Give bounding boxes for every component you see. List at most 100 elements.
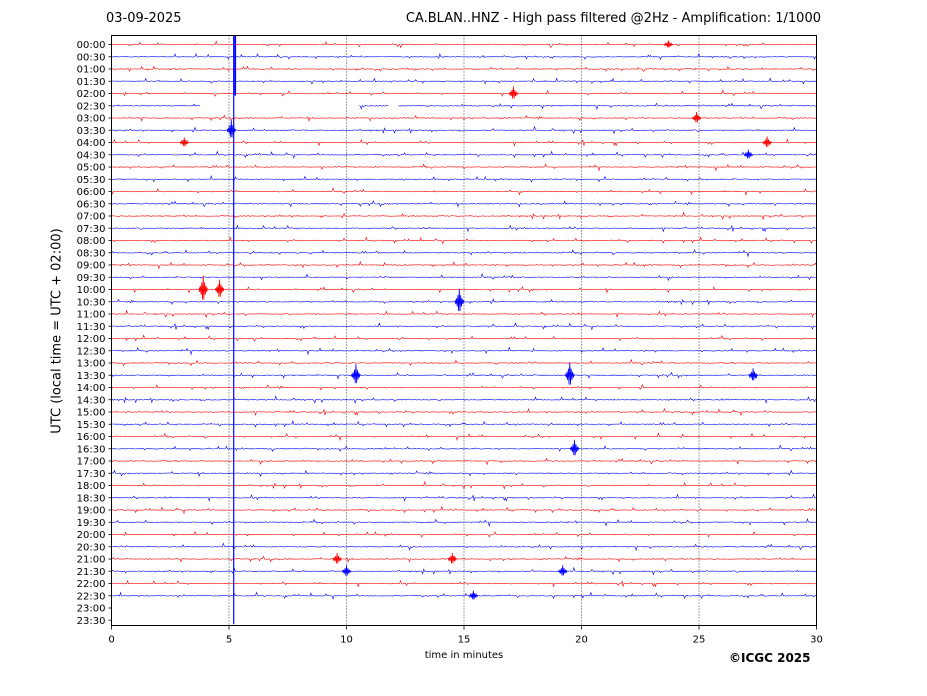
trace-line: [111, 407, 817, 417]
trace-line: [111, 211, 817, 221]
trace-line: [111, 591, 817, 600]
x-tick-label: 10: [340, 635, 353, 646]
trace-line: [111, 517, 817, 527]
event-spike: [748, 368, 758, 381]
y-axis-label: UTC (local time = UTC + 02:00): [49, 228, 65, 434]
trace-line: [111, 493, 817, 502]
row-label: 05:30: [77, 175, 106, 186]
row-label: 01:00: [77, 65, 106, 76]
row-label: 16:00: [77, 432, 106, 443]
event-spike: [508, 86, 518, 99]
trace-line: [111, 249, 817, 258]
row-label: 21:00: [77, 555, 106, 566]
trace-line: [111, 260, 817, 270]
trace-line: [111, 187, 817, 196]
event-spike: [468, 590, 478, 600]
trace-line: [111, 444, 817, 453]
event-spike: [454, 288, 464, 312]
trace-line: [111, 555, 817, 563]
row-label: 13:00: [77, 359, 106, 370]
row-label: 06:30: [77, 199, 106, 210]
row-label: 23:30: [77, 616, 106, 627]
trace-line: [111, 285, 817, 294]
row-label: 09:00: [77, 261, 106, 272]
event-spike: [447, 552, 457, 564]
row-label: 07:00: [77, 212, 106, 223]
x-tick-label: 30: [810, 635, 823, 646]
trace-line: [111, 89, 817, 97]
row-label: 22:30: [77, 591, 106, 602]
row-label: 17:00: [77, 457, 106, 468]
x-tick-label: 25: [693, 635, 706, 646]
row-label: 19:30: [77, 518, 106, 529]
row-label: 22:00: [77, 579, 106, 590]
trace-line: [111, 65, 817, 72]
trace-line: [111, 298, 817, 306]
seismic-traces: [111, 35, 817, 625]
trace-line: [111, 457, 817, 466]
event-spike: [692, 111, 702, 123]
x-tick-label: 20: [575, 635, 588, 646]
trace-line: [111, 40, 817, 49]
row-label: 11:00: [77, 310, 106, 321]
event-spike: [351, 364, 361, 384]
row-label: 20:00: [77, 530, 106, 541]
trace-line: [111, 395, 817, 405]
row-label: 21:30: [77, 567, 106, 578]
row-label: 23:00: [77, 604, 106, 615]
trace-line: [111, 469, 817, 478]
row-label: 08:00: [77, 236, 106, 247]
row-label: 14:00: [77, 383, 106, 394]
row-label: 12:00: [77, 334, 106, 345]
trace-line: [111, 114, 817, 122]
row-label: 20:30: [77, 542, 106, 553]
row-label: 01:30: [77, 77, 106, 88]
chart-title: CA.BLAN..HNZ - High pass filtered @2Hz -…: [405, 11, 821, 26]
trace-line: [111, 383, 817, 391]
trace-line: [111, 346, 817, 356]
trace-line: [111, 236, 817, 245]
trace-line: [111, 272, 817, 282]
event-spike: [332, 552, 342, 564]
row-label: 13:30: [77, 371, 106, 382]
date-label: 03-09-2025: [106, 11, 182, 26]
row-label: 14:30: [77, 395, 106, 406]
trace-line: [111, 102, 817, 111]
row-label: 04:30: [77, 150, 106, 161]
row-label: 10:30: [77, 297, 106, 308]
row-label: 05:00: [77, 163, 106, 174]
row-label: 09:30: [77, 273, 106, 284]
trace-line: [111, 579, 817, 588]
row-label: 15:00: [77, 408, 106, 419]
x-axis-ticks: 0 5 10 15 20 25 30: [108, 625, 823, 646]
trace-line: [111, 432, 817, 442]
event-spike: [743, 149, 753, 159]
row-label: 15:30: [77, 420, 106, 431]
trace-line: [111, 163, 817, 172]
trace-line: [111, 505, 817, 515]
event-spike: [762, 136, 772, 147]
trace-line: [111, 322, 817, 331]
row-label: 00:30: [77, 52, 106, 63]
row-label: 00:00: [77, 40, 106, 51]
trace-line: [111, 334, 817, 342]
trace-line: [111, 371, 817, 380]
event-spike: [215, 279, 225, 297]
row-label: 10:00: [77, 285, 106, 296]
trace-line: [111, 309, 817, 319]
x-tick-label: 0: [108, 635, 114, 646]
row-label: 11:30: [77, 322, 106, 333]
row-label: 02:30: [77, 101, 106, 112]
trace-line: [111, 530, 817, 538]
x-axis-label: time in minutes: [424, 650, 504, 661]
event-spike: [663, 40, 673, 48]
event-spike: [179, 137, 189, 147]
trace-line: [111, 566, 817, 576]
row-label: 02:00: [77, 89, 106, 100]
row-label: 19:00: [77, 506, 106, 517]
event-spike: [198, 275, 208, 300]
row-label: 12:30: [77, 346, 106, 357]
x-tick-label: 15: [458, 635, 471, 646]
trace-line: [111, 52, 817, 61]
trace-line: [111, 224, 817, 233]
